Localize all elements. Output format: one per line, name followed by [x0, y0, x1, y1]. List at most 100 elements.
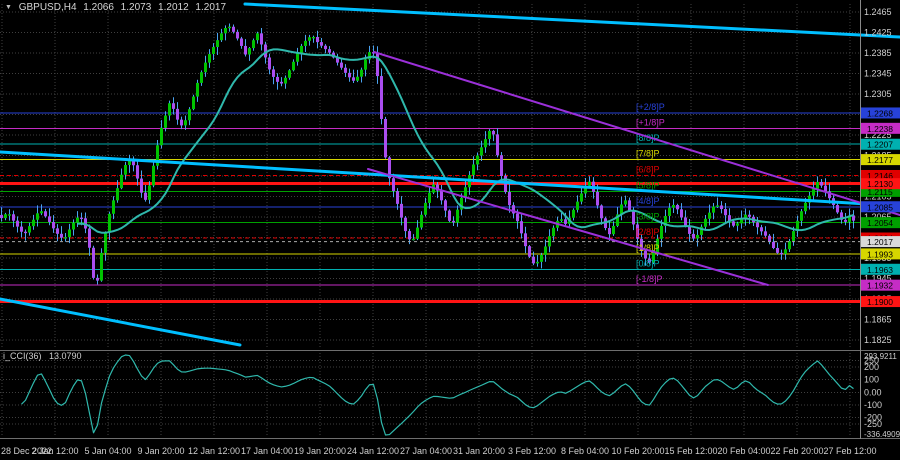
candle-body	[708, 212, 711, 219]
candle-body	[848, 215, 851, 222]
time-axis-label: 3 Feb 12:00	[508, 446, 556, 456]
candle-body	[768, 235, 771, 242]
candle-body	[416, 227, 419, 239]
candle-body	[316, 36, 319, 43]
candle-body	[628, 200, 631, 211]
candle-body	[420, 214, 423, 228]
candle-body	[144, 192, 147, 200]
candle-body	[436, 184, 439, 191]
price-level-chip-label: 1.2146	[867, 171, 893, 181]
candle-body	[520, 221, 523, 234]
candle-body	[108, 213, 111, 233]
price-level-chip	[861, 217, 900, 229]
murrey-line-label: [1/8]P	[636, 243, 660, 253]
candle-body	[348, 72, 351, 78]
candle-body	[228, 26, 231, 29]
candle-body	[136, 165, 139, 179]
candle-body	[224, 28, 227, 34]
candle-body	[784, 249, 787, 254]
candle-body	[80, 217, 83, 220]
candle-body	[244, 45, 247, 55]
candle-body	[620, 204, 623, 215]
time-axis-label: 19 Jan 20:00	[294, 446, 346, 456]
candle-body	[312, 36, 315, 39]
price-level-chip-label: 1.2054	[867, 218, 893, 228]
candle-body	[544, 246, 547, 255]
trend-line[interactable]	[0, 297, 242, 347]
candle-body	[724, 209, 727, 216]
candle-body	[44, 211, 47, 217]
murrey-line-label: [3/8]P	[636, 212, 660, 222]
candle-body	[840, 212, 843, 220]
candle-body	[696, 234, 699, 239]
candle-body	[444, 200, 447, 211]
candle-body	[252, 40, 255, 49]
price-level-chip	[861, 185, 900, 197]
candle-body	[548, 236, 551, 247]
price-level-chip	[861, 263, 900, 275]
candle-body	[740, 218, 743, 224]
candle-body	[60, 233, 63, 238]
candle-body	[460, 197, 463, 210]
price-grid-label: 1.1865	[864, 315, 892, 325]
candle-body	[532, 256, 535, 264]
time-axis-label: 12 Jan 12:00	[188, 446, 240, 456]
candle-body	[488, 130, 491, 140]
time-axis-label: 27 Jan 04:00	[400, 446, 452, 456]
candle-body	[120, 174, 123, 189]
candle-body	[476, 155, 479, 165]
candle-body	[500, 155, 503, 176]
trend-line[interactable]	[243, 2, 900, 39]
trend-line[interactable]	[367, 168, 769, 286]
candle-body	[424, 202, 427, 215]
candle-body	[408, 231, 411, 240]
candle-body	[492, 130, 495, 135]
candle-body	[404, 217, 407, 232]
candle-body	[632, 210, 635, 225]
cci-tick-label: 100	[864, 375, 879, 385]
cci-tick-label: 0.00	[864, 387, 882, 397]
trend-line[interactable]	[373, 51, 900, 216]
candle-body	[412, 238, 415, 241]
candle-body	[684, 217, 687, 226]
candle-body	[824, 185, 827, 192]
candle-body	[760, 227, 763, 232]
price-level-chip	[861, 279, 900, 291]
candle-body	[720, 205, 723, 210]
candle-body	[272, 69, 275, 77]
chart-menu-icon: ▼	[5, 4, 12, 11]
candle-body	[516, 213, 519, 222]
murrey-line-label: [+2/8]P	[636, 102, 665, 112]
price-level-chip-label: 1.2238	[867, 124, 893, 134]
time-axis-label: 2 Jan 12:00	[31, 446, 78, 456]
candle-body	[712, 206, 715, 213]
candle-body	[796, 220, 799, 232]
candle-body	[728, 215, 731, 222]
murrey-line-label: [5/8]P	[636, 180, 660, 190]
price-level-chip-label: 1.1932	[867, 281, 893, 291]
candle-body	[300, 45, 303, 54]
murrey-line-label: [4/8]P	[636, 196, 660, 206]
candle-body	[508, 192, 511, 206]
candle-body	[400, 203, 403, 218]
candle-body	[812, 188, 815, 196]
candle-body	[524, 233, 527, 247]
murrey-line-label: [0/8]P	[636, 258, 660, 268]
candle-body	[780, 252, 783, 255]
price-level-chip	[861, 248, 900, 260]
price-level-chip-label: 1.2268	[867, 108, 893, 118]
price-level-chip	[861, 107, 900, 119]
candle-body	[608, 228, 611, 235]
candle-body	[164, 115, 167, 128]
candle-body	[356, 76, 359, 81]
trend-line[interactable]	[0, 150, 900, 208]
candle-body	[676, 204, 679, 210]
time-axis-label: 10 Feb 20:00	[611, 446, 664, 456]
candle-body	[392, 178, 395, 192]
candle-body	[736, 223, 739, 226]
grid	[0, 4, 860, 437]
price-grid-label: 1.2465	[864, 7, 892, 17]
candle-body	[596, 191, 599, 206]
candle-body	[152, 165, 155, 186]
